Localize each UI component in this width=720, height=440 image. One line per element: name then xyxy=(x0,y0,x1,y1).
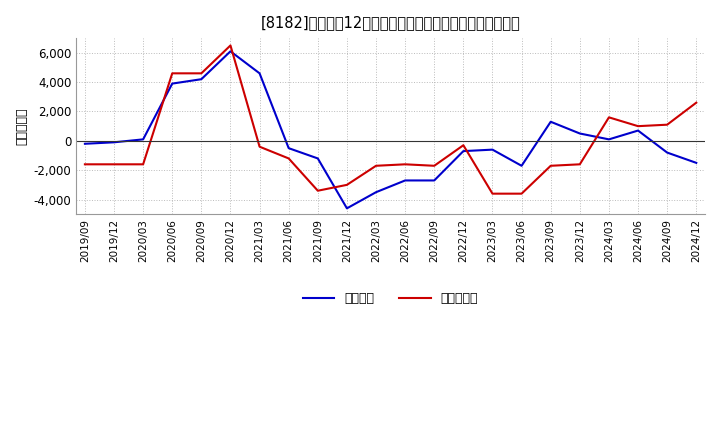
経常利益 xyxy=(605,137,613,142)
当期純利益 xyxy=(343,182,351,187)
当期純利益 xyxy=(197,71,206,76)
当期純利益 xyxy=(430,163,438,169)
当期純利益 xyxy=(372,163,380,169)
当期純利益 xyxy=(109,161,118,167)
Line: 当期純利益: 当期純利益 xyxy=(85,45,696,194)
当期純利益 xyxy=(284,156,293,161)
当期純利益 xyxy=(401,161,410,167)
当期純利益 xyxy=(692,100,701,105)
当期純利益 xyxy=(139,161,148,167)
経常利益 xyxy=(284,146,293,151)
経常利益 xyxy=(634,128,642,133)
Title: [8182]　利益の12か月移動合計の対前年同期増減額の推移: [8182] 利益の12か月移動合計の対前年同期増減額の推移 xyxy=(261,15,521,30)
経常利益 xyxy=(313,156,322,161)
経常利益 xyxy=(197,77,206,82)
当期純利益 xyxy=(575,161,584,167)
Line: 経常利益: 経常利益 xyxy=(85,51,696,208)
Y-axis label: （百万円）: （百万円） xyxy=(15,107,28,145)
当期純利益 xyxy=(313,188,322,193)
経常利益 xyxy=(401,178,410,183)
経常利益 xyxy=(692,160,701,165)
経常利益 xyxy=(139,137,148,142)
当期純利益 xyxy=(488,191,497,196)
当期純利益 xyxy=(81,161,89,167)
経常利益 xyxy=(343,205,351,211)
Legend: 経常利益, 当期純利益: 経常利益, 当期純利益 xyxy=(298,287,483,310)
経常利益 xyxy=(81,141,89,147)
経常利益 xyxy=(430,178,438,183)
経常利益 xyxy=(546,119,555,125)
経常利益 xyxy=(372,190,380,195)
経常利益 xyxy=(168,81,176,86)
経常利益 xyxy=(226,49,235,54)
経常利益 xyxy=(517,163,526,169)
当期純利益 xyxy=(168,71,176,76)
経常利益 xyxy=(488,147,497,152)
当期純利益 xyxy=(546,163,555,169)
当期純利益 xyxy=(226,43,235,48)
当期純利益 xyxy=(605,115,613,120)
当期純利益 xyxy=(256,144,264,149)
当期純利益 xyxy=(517,191,526,196)
経常利益 xyxy=(663,150,672,155)
当期純利益 xyxy=(663,122,672,127)
当期純利益 xyxy=(634,124,642,129)
経常利益 xyxy=(109,139,118,145)
経常利益 xyxy=(575,131,584,136)
経常利益 xyxy=(256,71,264,76)
経常利益 xyxy=(459,148,468,154)
当期純利益 xyxy=(459,143,468,148)
